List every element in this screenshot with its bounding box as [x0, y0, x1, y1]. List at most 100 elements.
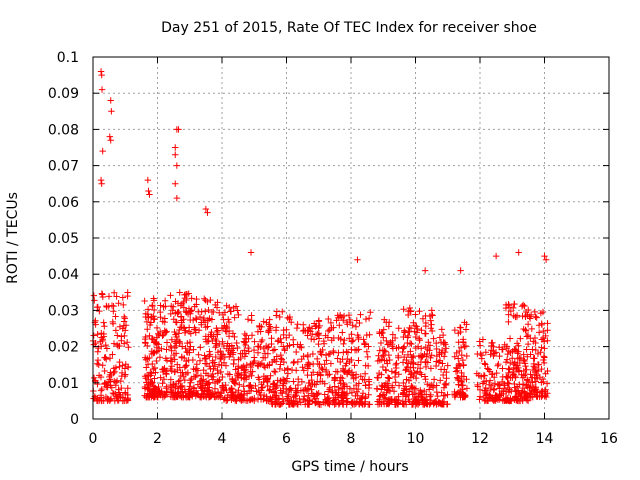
data-point	[153, 348, 160, 355]
data-point	[193, 361, 201, 368]
data-point	[455, 375, 462, 382]
data-point	[248, 312, 255, 319]
data-point	[499, 365, 506, 372]
data-point	[395, 382, 403, 389]
data-point	[299, 364, 306, 371]
data-point	[272, 368, 279, 376]
data-point	[378, 356, 385, 363]
data-point	[160, 366, 167, 373]
data-point	[436, 334, 444, 341]
data-point	[294, 341, 301, 348]
data-point	[535, 329, 543, 336]
data-point	[294, 358, 302, 366]
data-point	[475, 372, 483, 379]
data-point	[198, 321, 205, 328]
data-point	[527, 371, 534, 378]
x-tick-label: 0	[89, 431, 98, 447]
data-point	[361, 395, 369, 402]
data-point	[331, 383, 338, 390]
data-point	[95, 344, 102, 352]
data-point	[273, 308, 281, 315]
data-point	[326, 350, 334, 357]
data-point	[168, 389, 175, 397]
grid-lines	[93, 57, 609, 419]
data-point	[221, 353, 229, 361]
data-point	[188, 375, 195, 383]
data-point	[172, 340, 180, 347]
data-point	[167, 343, 174, 350]
data-point	[93, 360, 101, 367]
data-point	[513, 395, 521, 402]
data-point	[237, 350, 244, 357]
data-point	[433, 382, 440, 389]
data-point	[186, 339, 194, 346]
data-point	[234, 365, 242, 372]
data-point	[205, 386, 212, 394]
data-point	[412, 393, 420, 401]
data-point	[273, 382, 281, 389]
data-point	[213, 304, 221, 311]
data-point	[98, 180, 105, 187]
data-point	[359, 376, 366, 383]
data-point	[526, 313, 533, 320]
data-point	[518, 303, 526, 310]
x-axis-label: GPS time / hours	[291, 459, 408, 475]
data-point	[527, 389, 535, 397]
data-point	[183, 362, 190, 369]
data-point	[98, 86, 106, 93]
data-point	[175, 126, 182, 133]
data-point	[424, 381, 431, 388]
data-point	[228, 385, 235, 392]
data-point	[294, 387, 301, 394]
data-point	[99, 291, 106, 298]
data-point	[505, 301, 512, 308]
x-tick-label: 8	[347, 431, 356, 447]
data-point	[173, 162, 181, 169]
y-tick-label: 0.02	[48, 340, 79, 356]
data-point	[239, 364, 246, 371]
data-point	[488, 342, 495, 350]
data-point	[408, 353, 415, 361]
data-point	[362, 315, 370, 323]
data-point	[208, 308, 216, 316]
y-axis-label: ROTI / TECUs	[5, 192, 21, 284]
data-point	[145, 187, 152, 195]
data-point	[112, 364, 120, 371]
data-point	[422, 322, 429, 330]
data-point	[309, 381, 316, 388]
y-tick-label: 0.07	[48, 159, 79, 175]
data-point	[283, 375, 291, 382]
data-point	[112, 313, 119, 320]
data-point	[407, 325, 415, 332]
data-point	[378, 386, 385, 393]
data-point	[432, 362, 440, 370]
data-point	[248, 372, 255, 379]
data-point	[241, 330, 248, 338]
data-point	[174, 385, 182, 392]
data-point	[168, 384, 175, 391]
data-point	[300, 367, 307, 374]
data-point	[304, 365, 312, 372]
data-point	[385, 319, 393, 326]
data-point	[212, 353, 219, 361]
data-point	[110, 289, 118, 297]
data-point	[310, 391, 317, 399]
data-point	[100, 319, 107, 326]
data-point	[192, 373, 199, 381]
data-point	[280, 358, 288, 366]
data-point	[427, 317, 434, 324]
data-point	[425, 339, 432, 346]
data-point	[112, 378, 120, 386]
data-point	[198, 377, 206, 384]
data-point	[120, 340, 128, 347]
data-point	[453, 391, 460, 398]
data-point	[463, 352, 470, 360]
data-point	[505, 311, 512, 318]
data-point	[379, 391, 387, 398]
data-point	[148, 313, 155, 320]
data-point	[538, 379, 545, 386]
data-point	[192, 392, 199, 400]
data-point	[319, 366, 326, 373]
data-point	[95, 361, 102, 368]
data-point	[345, 311, 353, 319]
